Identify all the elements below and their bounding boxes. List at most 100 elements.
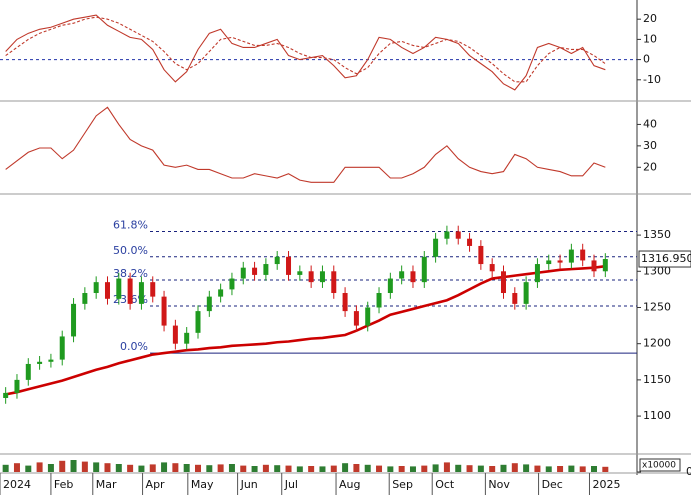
- candle-body: [25, 363, 31, 380]
- candle-body: [82, 293, 88, 304]
- candle-body: [557, 260, 563, 263]
- candle-body: [161, 296, 167, 326]
- volume-bar: [376, 465, 383, 472]
- candle-body: [71, 303, 77, 337]
- volume-bar: [206, 465, 213, 472]
- volume-bar: [455, 464, 462, 472]
- volume-bar: [274, 465, 281, 472]
- y-tick-label: 1200: [643, 337, 671, 350]
- candle-body: [93, 282, 99, 294]
- y-tick-label: -10: [643, 73, 661, 86]
- y-tick-label: 1150: [643, 373, 671, 386]
- volume-bar: [319, 466, 326, 472]
- y-tick-label: 1350: [643, 228, 671, 241]
- volume-bar: [308, 466, 315, 472]
- candle-body: [353, 311, 359, 326]
- volume-bar: [240, 465, 247, 472]
- volume-bar: [172, 463, 179, 472]
- volume-bar: [387, 466, 394, 472]
- candle-body: [172, 325, 178, 344]
- volume-bar: [262, 464, 269, 472]
- candle-body: [580, 249, 586, 261]
- candle-body: [319, 271, 325, 283]
- candle-body: [421, 256, 427, 283]
- volume-bar: [534, 465, 541, 472]
- candle-body: [59, 336, 65, 360]
- volume-bar: [2, 464, 9, 472]
- candle-body: [229, 278, 235, 290]
- candle-body: [331, 271, 337, 294]
- volume-bar: [568, 465, 575, 472]
- x-tick-label: Mar: [96, 478, 117, 491]
- fib-label: 61.8%: [113, 218, 148, 231]
- volume-bar: [81, 461, 88, 472]
- volume-bar: [161, 462, 168, 472]
- candle-body: [478, 245, 484, 265]
- volume-bar: [545, 466, 552, 472]
- fib-label: 0.0%: [120, 340, 148, 353]
- x-tick-label: Dec: [542, 478, 563, 491]
- candle-body: [150, 282, 156, 297]
- x-tick-label: 2024: [3, 478, 31, 491]
- candle-body: [195, 311, 201, 333]
- volume-bar: [127, 464, 134, 472]
- y-tick-label: 0: [643, 53, 650, 66]
- volume-bar: [466, 465, 473, 472]
- candle-body: [297, 271, 303, 275]
- volume-bar: [398, 466, 405, 472]
- candle-body: [444, 231, 450, 239]
- fib-label: 50.0%: [113, 244, 148, 257]
- unit-label: x10000: [642, 461, 676, 471]
- y-tick-label: 20: [643, 12, 657, 25]
- x-tick-label: Apr: [146, 478, 166, 491]
- x-tick-label: 2025: [592, 478, 620, 491]
- candle-body: [455, 231, 461, 239]
- volume-bar: [477, 465, 484, 472]
- candle-body: [3, 392, 9, 398]
- unit-box: [639, 458, 681, 472]
- volume-bar: [557, 466, 564, 472]
- x-tick-label: Oct: [435, 478, 455, 491]
- candle-body: [534, 264, 540, 283]
- x-tick-label: Sep: [392, 478, 413, 491]
- candle-body: [138, 282, 144, 304]
- x-tick-label: Aug: [339, 478, 360, 491]
- candle-body: [602, 259, 608, 272]
- volume-bar: [353, 464, 360, 472]
- volume-bar: [104, 463, 111, 472]
- candle-body: [274, 256, 280, 265]
- y-tick-label: 1100: [643, 409, 671, 422]
- x-tick-label: Jul: [284, 478, 298, 491]
- x-tick-label: Nov: [488, 478, 510, 491]
- volume-bar: [217, 464, 224, 472]
- volume-bar: [285, 465, 292, 472]
- candle-body: [342, 293, 348, 312]
- candle-body: [568, 249, 574, 263]
- candle-body: [206, 296, 212, 312]
- volume-bar: [409, 466, 416, 472]
- candle-body: [387, 278, 393, 294]
- volume-bar: [364, 464, 371, 472]
- x-tick-label: May: [191, 478, 214, 491]
- volume-bar: [138, 465, 145, 472]
- candle-body: [127, 278, 133, 304]
- y-tick-label: 40: [643, 117, 657, 130]
- candle-body: [546, 260, 552, 265]
- y-tick-label: 20: [643, 160, 657, 173]
- volume-bar: [602, 466, 609, 472]
- volume-bar: [342, 463, 349, 472]
- volume-bar: [183, 464, 190, 472]
- series-line: [5, 106, 606, 183]
- volume-bar: [591, 466, 598, 472]
- volume-bar: [251, 466, 258, 472]
- volume-bar: [421, 465, 428, 472]
- candle-body: [399, 271, 405, 279]
- volume-bar: [228, 464, 235, 472]
- volume-bar: [500, 464, 507, 472]
- volume-bar: [296, 466, 303, 472]
- candle-body: [500, 271, 506, 294]
- candle-body: [489, 264, 495, 272]
- volume-bar: [25, 465, 32, 472]
- candle-body: [523, 282, 529, 304]
